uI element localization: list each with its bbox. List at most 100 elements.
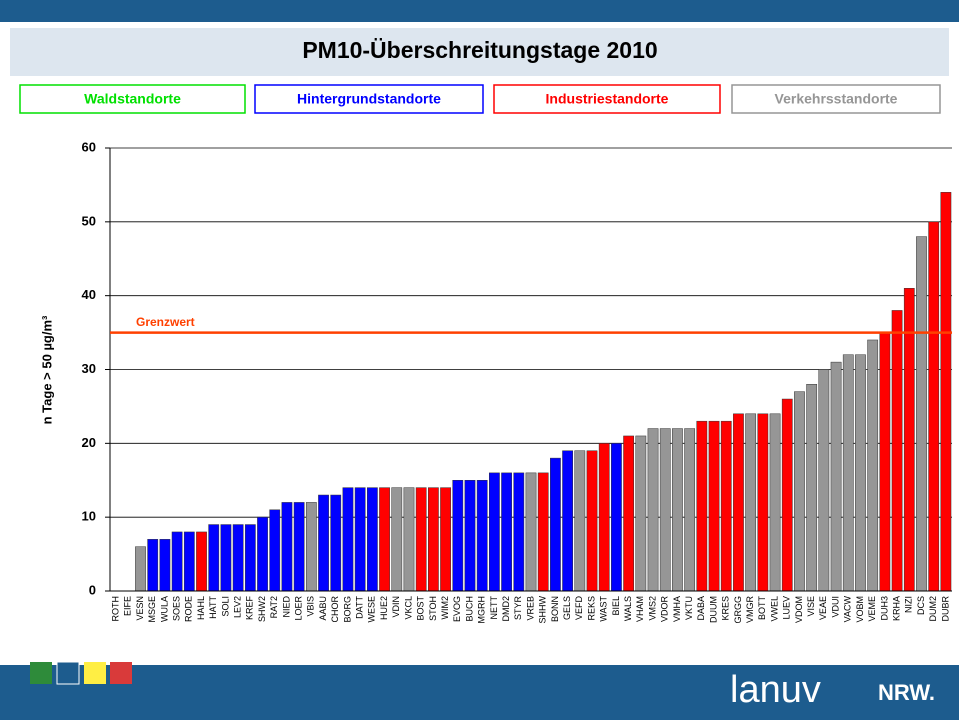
x-tick-label: VREB: [525, 596, 535, 621]
y-tick-label: 40: [82, 287, 96, 302]
x-tick-label: EVOG: [452, 596, 462, 622]
legend-box: [493, 84, 721, 114]
bar: [855, 354, 866, 592]
x-tick-label: WIM2: [440, 596, 450, 620]
x-tick-label: SHHW: [538, 595, 548, 623]
bar: [489, 472, 500, 592]
bar: [525, 472, 537, 592]
bar: [733, 413, 744, 592]
bar: [208, 524, 220, 592]
x-tick-label: BIEL: [611, 596, 621, 616]
bar: [440, 487, 451, 592]
bar: [781, 398, 793, 592]
bar: [794, 391, 805, 592]
bar: [623, 435, 634, 592]
bar: [366, 487, 378, 592]
x-tick-label: SOLI: [220, 596, 230, 617]
bar: [940, 192, 952, 592]
bar: [171, 531, 183, 592]
bar: [769, 413, 781, 592]
x-tick-label: NETT: [489, 596, 499, 620]
bar: [708, 420, 720, 592]
y-tick-label: 0: [89, 582, 96, 597]
bar: [513, 472, 525, 592]
x-tick-label: DUM2: [928, 596, 938, 622]
legend-label: Hintergrundstandorte: [297, 91, 441, 107]
bar: [159, 539, 171, 592]
x-tick-label: RAT2: [269, 596, 279, 618]
bar: [647, 428, 659, 592]
x-tick-label: VKCL: [403, 596, 413, 620]
bar: [818, 369, 830, 592]
x-tick-label: BORG: [342, 596, 352, 623]
bar: [269, 509, 281, 592]
bar: [635, 435, 647, 592]
bar: [537, 472, 549, 592]
bar: [891, 310, 903, 592]
x-tick-label: GRGG: [733, 596, 743, 624]
x-tick-label: SHW2: [257, 596, 267, 622]
x-tick-label: BONN: [550, 596, 560, 622]
x-tick-label: LEV2: [233, 596, 243, 618]
bar: [415, 487, 427, 592]
x-tick-label: DABA: [696, 596, 706, 621]
x-tick-label: STYR: [513, 596, 523, 621]
legend-label: Waldstandorte: [84, 91, 181, 107]
x-tick-label: VMGR: [745, 595, 755, 623]
x-tick-label: AABU: [318, 596, 328, 621]
logo-square: [84, 662, 106, 684]
legend-box: [19, 84, 246, 114]
logo-suffix: NRW.: [878, 680, 935, 705]
threshold-label: Grenzwert: [136, 315, 195, 329]
x-tick-label: VEAE: [818, 596, 828, 620]
bar: [391, 487, 403, 592]
top-band: [0, 0, 959, 22]
x-tick-label: DUUM: [708, 596, 718, 623]
bar: [293, 502, 305, 592]
y-axis-label: n Tage > 50 µg/m³: [39, 315, 54, 424]
x-tick-label: NIZI: [904, 596, 914, 613]
bar: [842, 354, 854, 592]
x-tick-label: DUH3: [879, 596, 889, 621]
x-tick-label: VMS2: [647, 596, 657, 621]
chart-title: PM10-Überschreitungstage 2010: [302, 37, 657, 63]
bar: [379, 487, 390, 592]
x-tick-label: VHAM: [635, 596, 645, 622]
x-tick-label: GELS: [562, 596, 572, 620]
bar: [879, 332, 891, 592]
bar: [672, 428, 683, 592]
x-tick-label: CHOR: [330, 596, 340, 623]
legend-label: Industriestandorte: [546, 91, 669, 107]
bar: [830, 361, 842, 592]
x-tick-label: EIFE: [123, 596, 133, 616]
x-tick-label: VMHA: [672, 596, 682, 622]
x-tick-label: DCS: [916, 596, 926, 615]
x-tick-label: KRHA: [891, 596, 901, 621]
y-tick-label: 20: [82, 435, 96, 450]
bar: [806, 384, 818, 592]
bar: [318, 494, 329, 592]
x-tick-label: VDIN: [391, 596, 401, 618]
x-tick-label: BOST: [416, 596, 426, 621]
x-tick-label: DMD2: [501, 596, 511, 622]
y-tick-label: 10: [82, 509, 96, 524]
title-band: [10, 28, 949, 76]
x-tick-label: MSGE: [147, 596, 157, 623]
bar: [916, 236, 927, 592]
x-tick-label: VKTU: [684, 596, 694, 620]
x-tick-label: SOES: [171, 596, 181, 621]
bar: [611, 443, 622, 592]
x-tick-label: HUE2: [379, 596, 389, 620]
x-tick-label: LOER: [294, 596, 304, 621]
x-tick-label: VBIS: [306, 596, 316, 617]
x-tick-label: VDOR: [660, 596, 670, 623]
x-tick-label: VEME: [867, 596, 877, 622]
bar: [220, 524, 232, 592]
legend-box: [731, 84, 941, 114]
bar: [183, 531, 195, 592]
x-tick-label: NIED: [281, 596, 291, 618]
bar: [257, 516, 268, 592]
x-tick-label: VOBM: [855, 596, 865, 623]
